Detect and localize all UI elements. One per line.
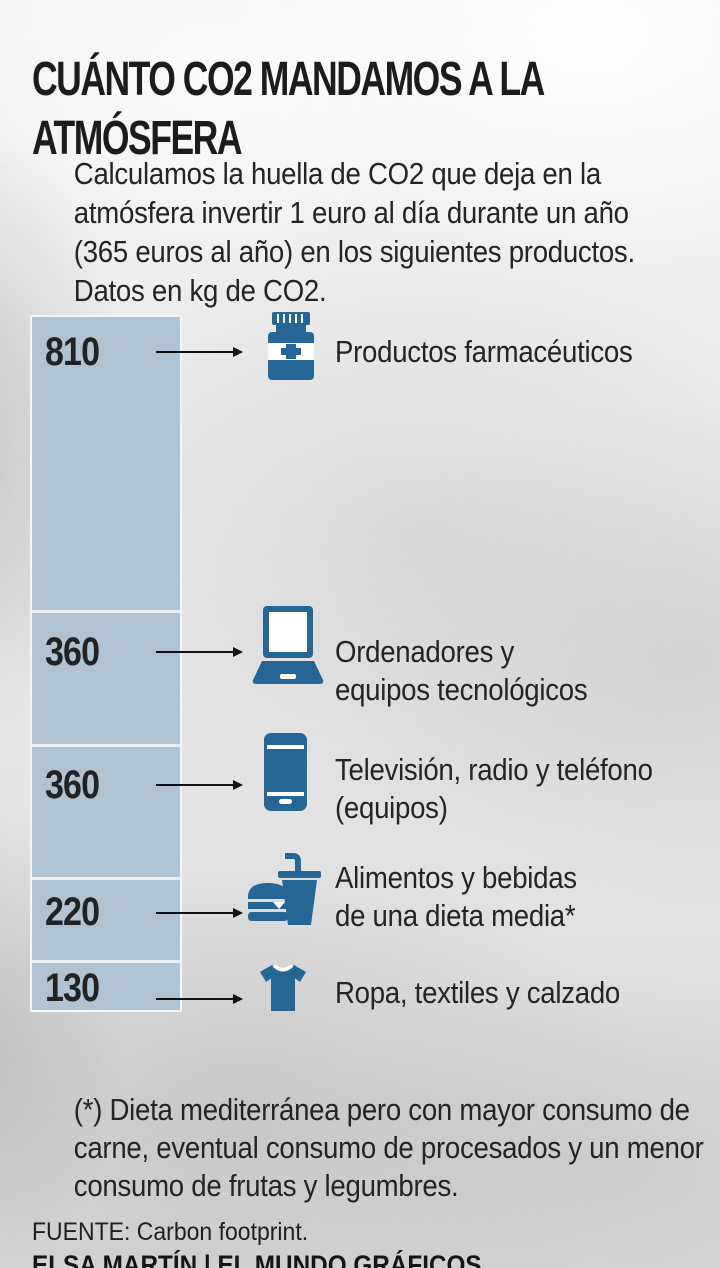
credits-line: ELSA MARTÍN | EL MUNDO GRÁFICOS: [32, 1250, 482, 1268]
value-label: 220: [45, 890, 100, 934]
category-label: Ropa, textiles y calzado: [335, 975, 620, 1010]
bar-segment-pharma: [32, 317, 180, 611]
page-title: CUÁNTO CO2 MANDAMOS A LA ATMÓSFERA: [32, 53, 545, 166]
category-label: Alimentos y bebidas de una dieta media*: [335, 860, 577, 933]
bar-segment-food: [32, 880, 180, 960]
bar-segment-computers: [32, 613, 180, 744]
smartphone-icon: [264, 733, 307, 811]
category-label: Ordenadores y equipos tecnológicos: [335, 634, 588, 707]
value-label: 130: [45, 966, 100, 1010]
source-line: FUENTE: Carbon footprint.: [32, 1218, 309, 1246]
arrow-connector: [156, 780, 243, 790]
footnote: (*) Dieta mediterránea pero con mayor co…: [73, 1092, 704, 1203]
fast-food-icon: [248, 853, 321, 925]
arrow-connector: [156, 647, 243, 657]
arrow-connector: [156, 994, 243, 1004]
bar-segment-tv-radio-phone: [32, 746, 180, 878]
tshirt-icon: [260, 965, 306, 1011]
arrow-connector: [156, 347, 243, 357]
value-label: 360: [45, 630, 100, 674]
subtitle: Calculamos la huella de CO2 que deja en …: [73, 156, 635, 308]
category-label: Productos farmacéuticos: [335, 334, 633, 369]
arrow-connector: [156, 908, 243, 918]
bar-segment-clothing: [32, 962, 180, 1010]
laptop-icon: [252, 606, 324, 684]
category-label: Televisión, radio y teléfono (equipos): [335, 752, 653, 825]
value-label: 360: [45, 763, 100, 807]
value-label: 810: [45, 330, 100, 374]
pill-bottle-icon: [268, 312, 314, 380]
stacked-bar: [30, 315, 182, 1012]
